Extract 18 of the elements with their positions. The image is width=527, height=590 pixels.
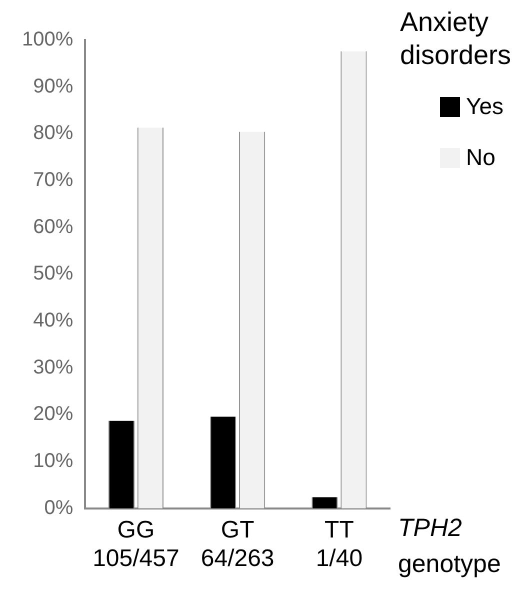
x-tick-label: GT 64/263 — [200, 516, 274, 572]
x-tick-label: GG 105/457 — [92, 516, 180, 572]
legend-title: Anxiety disorders — [400, 6, 512, 72]
y-tick-label: 0% — [44, 496, 74, 519]
y-tick-label: 90% — [33, 75, 74, 98]
y-tick-label: 30% — [33, 356, 74, 378]
y-tick-label: 80% — [33, 122, 74, 144]
y-tick-label: 60% — [33, 216, 74, 238]
y-tick-label: 20% — [33, 403, 74, 426]
y-tick-label: 10% — [33, 450, 74, 472]
x-axis-title: TPH2 genotype — [398, 513, 501, 580]
legend-label: Yes — [466, 92, 504, 121]
legend-label: No — [466, 143, 496, 172]
x-tick-label: TT 1/40 — [316, 516, 363, 572]
y-tick-label: 70% — [33, 169, 74, 192]
y-tick-label: 100% — [22, 28, 74, 51]
y-tick-label: 50% — [33, 262, 74, 285]
y-tick-label: 40% — [33, 310, 74, 332]
